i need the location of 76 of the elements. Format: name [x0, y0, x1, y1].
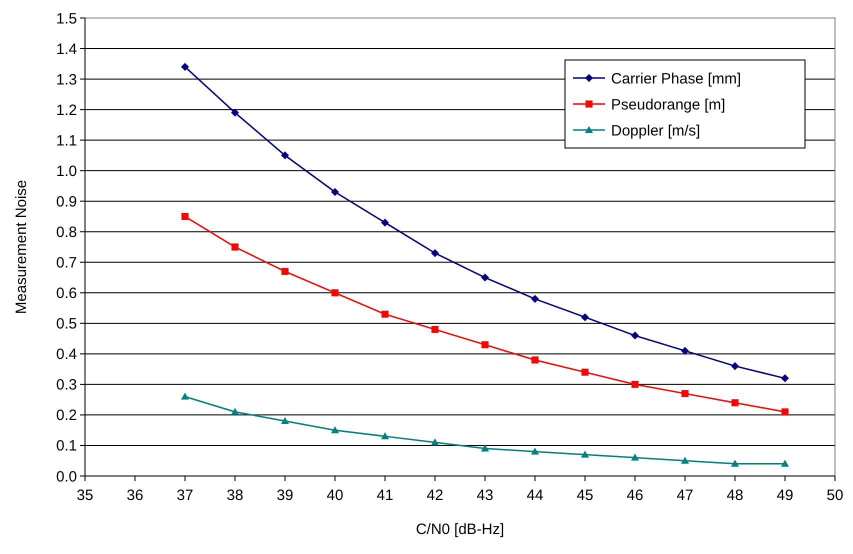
point: [381, 432, 389, 440]
y-axis-title: Measurement Noise: [13, 180, 30, 314]
point: [182, 212, 188, 220]
x-tick-label: 50: [826, 487, 844, 504]
point: [582, 368, 588, 376]
legend-label: Doppler [m/s]: [611, 122, 700, 140]
point: [531, 448, 539, 455]
point: [782, 408, 788, 416]
point: [731, 362, 739, 370]
point: [631, 454, 639, 461]
point: [731, 460, 739, 467]
point: [331, 426, 339, 434]
point: [181, 392, 189, 400]
x-tick-label: 38: [226, 487, 244, 504]
y-tick-label: 0.5: [56, 316, 77, 333]
x-tick-label: 43: [476, 487, 494, 504]
point: [531, 294, 539, 303]
x-tick-label: 48: [726, 487, 744, 504]
x-tick-label: 35: [76, 487, 94, 504]
point: [232, 244, 238, 250]
y-tick-label: 1.2: [56, 102, 77, 119]
point: [381, 218, 389, 227]
point: [231, 108, 239, 117]
point: [632, 380, 638, 388]
point: [732, 399, 738, 406]
point: [231, 408, 239, 415]
x-tick-label: 47: [676, 487, 694, 504]
x-tick-label: 46: [626, 487, 644, 504]
x-tick-label: 36: [126, 487, 144, 504]
point: [331, 188, 339, 196]
y-tick-label: 0.0: [56, 468, 77, 486]
y-tick-label: 0.3: [56, 376, 77, 394]
y-tick-label: 1.4: [56, 40, 77, 58]
y-tick-label: 0.9: [56, 193, 77, 210]
legend-label: Carrier Phase [mm]: [611, 70, 742, 88]
point: [332, 289, 338, 296]
y-tick-label: 1.3: [56, 71, 77, 88]
y-tick-label: 0.8: [56, 224, 77, 241]
point: [581, 450, 589, 458]
x-tick-label: 42: [426, 487, 444, 504]
x-tick-label: 41: [376, 487, 394, 504]
point: [181, 62, 189, 71]
legend-label: Pseudorange [m]: [611, 96, 726, 114]
point: [281, 151, 289, 160]
y-tick-label: 0.2: [56, 407, 77, 424]
y-tick-label: 0.4: [56, 346, 77, 364]
y-tick-label: 0.7: [56, 254, 77, 272]
point: [431, 249, 439, 258]
y-tick-label: 0.6: [56, 285, 77, 302]
x-tick-label: 44: [526, 487, 544, 504]
point: [431, 438, 439, 446]
point: [681, 346, 689, 355]
point: [781, 460, 789, 467]
point: [482, 341, 488, 348]
x-tick-label: 45: [576, 487, 594, 504]
y-tick-label: 0.1: [56, 438, 77, 455]
point: [581, 313, 589, 322]
y-tick-label: 1.0: [56, 162, 77, 180]
point: [282, 268, 288, 275]
y-tick-label: 1.5: [56, 10, 77, 28]
x-tick-label: 37: [176, 487, 194, 504]
point: [681, 456, 689, 464]
point: [382, 310, 388, 318]
point: [532, 356, 538, 364]
point: [481, 274, 489, 282]
point: [281, 417, 289, 424]
point: [481, 444, 489, 452]
x-axis-title: C/N0 [dB-Hz]: [416, 521, 504, 538]
point: [682, 390, 688, 398]
x-tick-label: 49: [776, 487, 794, 504]
point: [781, 374, 789, 382]
y-tick-label: 1.1: [56, 132, 77, 150]
point: [631, 332, 639, 340]
x-tick-label: 40: [326, 487, 344, 504]
point: [432, 326, 438, 333]
x-tick-label: 39: [276, 487, 294, 504]
